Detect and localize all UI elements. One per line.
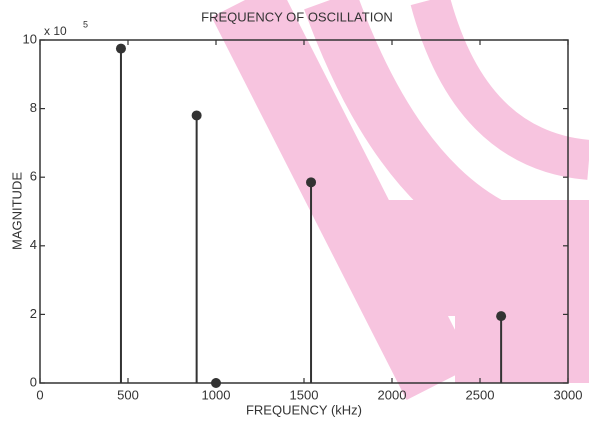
stem-marker xyxy=(496,311,507,322)
x-tick-label: 3000 xyxy=(554,387,583,402)
x-tick-label: 500 xyxy=(117,387,139,402)
y-tick-label: 4 xyxy=(30,237,37,252)
stem-marker xyxy=(191,110,202,121)
y-tick-label: 0 xyxy=(30,374,37,389)
x-tick-label: 1000 xyxy=(202,387,231,402)
y-axis-label: MAGNITUDE xyxy=(9,172,24,250)
x-axis-label: FREQUENCY (kHz) xyxy=(246,402,362,417)
y-tick-label: 6 xyxy=(30,169,37,184)
y-multiplier: x 10 xyxy=(44,24,67,38)
x-tick-label: 2000 xyxy=(378,387,407,402)
y-tick-label: 10 xyxy=(23,31,37,46)
stem-marker xyxy=(115,43,126,54)
stem-marker xyxy=(211,378,221,388)
x-tick-label: 0 xyxy=(36,387,43,402)
x-tick-label: 2500 xyxy=(466,387,495,402)
y-tick-label: 8 xyxy=(30,100,37,115)
y-multiplier-exponent: 5 xyxy=(83,19,88,29)
watermark xyxy=(211,0,589,401)
x-tick-label: 1500 xyxy=(290,387,319,402)
y-tick-label: 2 xyxy=(30,306,37,321)
chart-title: FREQUENCY OF OSCILLATION xyxy=(201,9,393,24)
stem-marker xyxy=(306,177,317,188)
